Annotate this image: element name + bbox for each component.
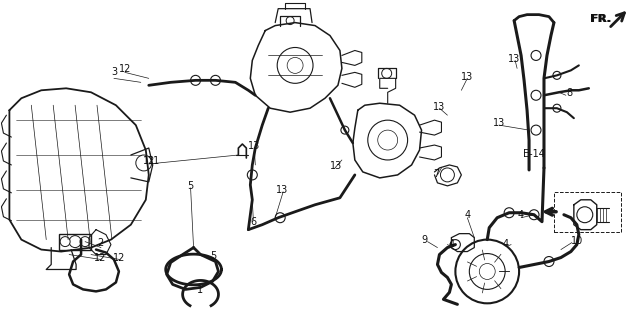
Text: 13: 13 (433, 102, 445, 112)
Circle shape (191, 75, 200, 85)
Text: 6: 6 (250, 217, 257, 227)
Text: 4: 4 (449, 239, 454, 249)
Text: 7: 7 (433, 169, 440, 179)
Circle shape (211, 75, 220, 85)
Text: 13: 13 (508, 54, 520, 65)
Text: E-14: E-14 (523, 149, 545, 159)
Bar (59, 234, 91, 250)
Text: FR.: FR. (590, 14, 611, 23)
Circle shape (531, 90, 541, 100)
Text: 5: 5 (211, 251, 216, 260)
Text: 10: 10 (571, 235, 583, 246)
Circle shape (247, 170, 257, 180)
Circle shape (60, 237, 70, 247)
Bar (554, 192, 621, 232)
Text: 13: 13 (248, 141, 260, 151)
Text: FR.: FR. (591, 14, 611, 23)
Text: 4: 4 (464, 210, 470, 220)
Text: 12: 12 (94, 252, 106, 263)
Text: 12: 12 (143, 156, 155, 166)
Text: 11: 11 (148, 156, 160, 166)
Circle shape (553, 71, 561, 79)
Circle shape (341, 126, 349, 134)
Circle shape (544, 256, 554, 266)
Text: 9: 9 (421, 235, 428, 245)
Text: 5: 5 (188, 181, 194, 191)
Text: 8: 8 (566, 88, 572, 98)
Text: 4: 4 (502, 239, 508, 249)
Text: 12: 12 (113, 252, 125, 263)
Text: 12: 12 (118, 64, 131, 74)
Circle shape (553, 104, 561, 112)
Circle shape (531, 125, 541, 135)
Circle shape (451, 239, 460, 250)
Circle shape (531, 50, 541, 61)
Circle shape (529, 210, 539, 220)
Circle shape (80, 237, 90, 247)
Text: 1: 1 (196, 286, 203, 295)
Text: 13: 13 (330, 161, 342, 171)
Text: 2: 2 (97, 238, 103, 248)
Text: 3: 3 (111, 67, 117, 77)
Circle shape (275, 213, 285, 223)
Text: 4: 4 (518, 210, 524, 220)
Text: 13: 13 (276, 185, 288, 195)
Text: 13: 13 (493, 118, 506, 128)
Text: 13: 13 (461, 72, 474, 82)
Circle shape (504, 208, 514, 218)
